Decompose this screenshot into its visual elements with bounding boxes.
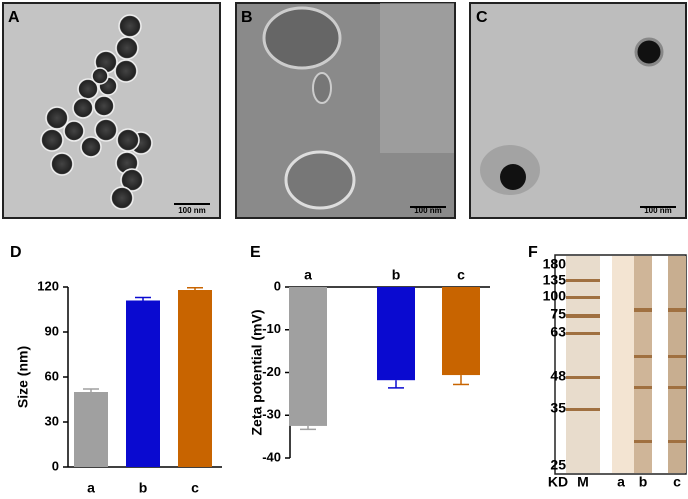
y-tick-label: -10: [262, 321, 281, 336]
scale-bar-label: 100 nm: [644, 206, 672, 215]
bar: [126, 300, 160, 467]
bar: [289, 287, 327, 426]
y-tick-label: -40: [262, 449, 281, 464]
marker-label: 135: [543, 272, 567, 288]
panel-label: B: [241, 9, 253, 26]
gel-image: [554, 254, 687, 475]
y-tick-label: -30: [262, 407, 281, 422]
x-tick-label: c: [191, 480, 199, 494]
y-axis-title: Size (nm): [15, 346, 31, 408]
marker-label: 100: [543, 288, 567, 304]
bar: [442, 287, 480, 376]
lane-label: M: [577, 474, 589, 490]
lane-label: c: [673, 474, 681, 490]
y-tick-label: 0: [52, 458, 59, 473]
y-tick-label: 0: [274, 278, 281, 293]
marker-label: 25: [550, 457, 566, 473]
marker-label: 180: [543, 256, 567, 272]
lane-label: a: [617, 474, 625, 490]
bar: [178, 290, 212, 467]
unit-label: KD: [548, 474, 568, 490]
scale-bar-label: 100 nm: [414, 206, 442, 215]
x-tick-label: a: [304, 267, 312, 283]
tem-image-b: [235, 2, 456, 219]
y-axis-title: Zeta potential (mV): [249, 309, 265, 435]
x-tick-label: c: [457, 267, 465, 283]
panel-label: F: [528, 244, 538, 261]
y-tick-label: 30: [45, 413, 59, 428]
marker-label: 48: [550, 368, 566, 384]
panel-label: A: [8, 9, 20, 26]
bar: [377, 287, 415, 381]
marker-label: 35: [550, 400, 566, 416]
scale-bar-label: 100 nm: [178, 206, 206, 215]
x-tick-label: b: [139, 480, 148, 494]
y-tick-label: 60: [45, 368, 59, 383]
tem-image-c: [469, 2, 687, 219]
panel-label: C: [476, 9, 488, 26]
bar: [74, 392, 108, 467]
y-tick-label: 90: [45, 323, 59, 338]
y-tick-label: -20: [262, 364, 281, 379]
y-tick-label: 120: [37, 278, 59, 293]
x-tick-label: a: [87, 480, 95, 494]
x-tick-label: b: [392, 267, 401, 283]
lane-label: b: [639, 474, 648, 490]
marker-label: 63: [550, 324, 566, 340]
tem-image-a: [2, 2, 221, 219]
panel-label: E: [250, 244, 261, 261]
marker-label: 75: [550, 306, 566, 322]
panel-label: D: [10, 244, 22, 261]
